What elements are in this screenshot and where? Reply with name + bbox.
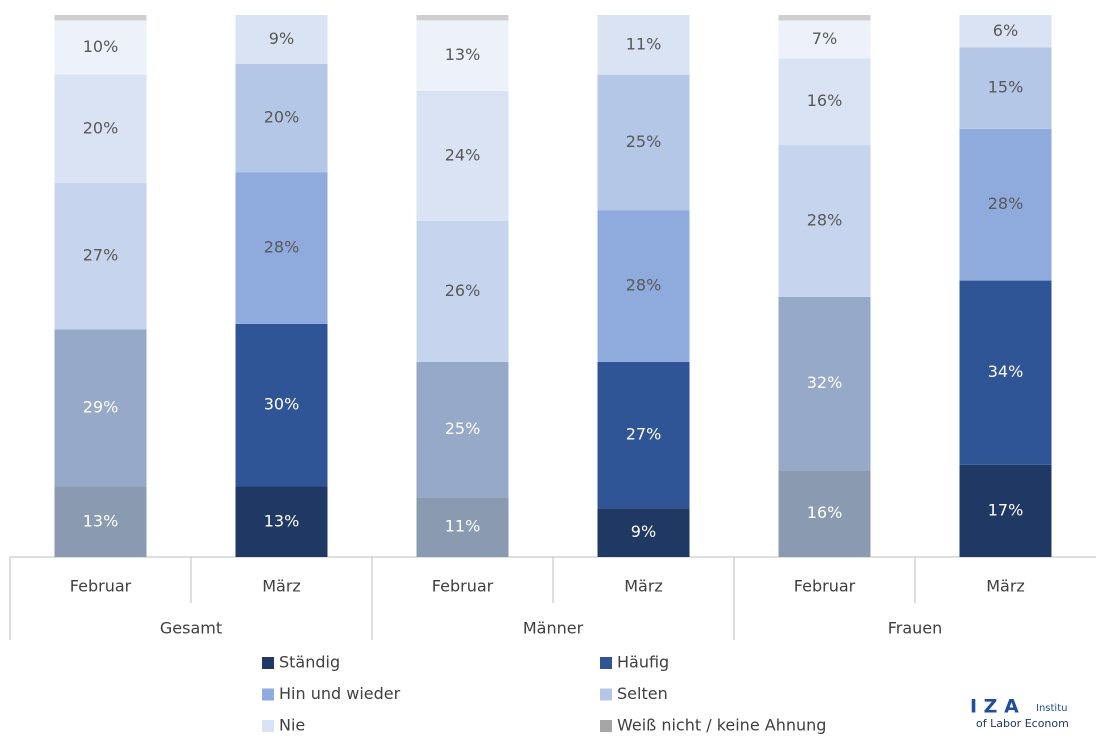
bar-segment <box>416 20 509 91</box>
value-label: 34% <box>988 362 1024 381</box>
bar-segment <box>959 128 1052 281</box>
bar-segment <box>959 47 1052 129</box>
value-label: 25% <box>626 132 662 151</box>
bar-segment <box>597 15 690 75</box>
bar-segment <box>959 464 1052 557</box>
legend-swatch <box>262 720 274 732</box>
bar-segment <box>235 486 328 557</box>
value-label: 6% <box>993 21 1018 40</box>
group-label: Frauen <box>888 619 943 638</box>
bar-segment <box>54 20 147 75</box>
x-tick-label: März <box>262 577 301 596</box>
value-label: 11% <box>445 517 481 536</box>
value-label: 13% <box>83 511 119 530</box>
x-tick-label: März <box>986 577 1025 596</box>
bar-segment <box>235 15 328 64</box>
legend-swatch <box>262 657 274 669</box>
value-label: 28% <box>626 276 662 295</box>
bar-segment <box>54 15 147 21</box>
bar-segment <box>416 361 509 498</box>
value-label: 20% <box>264 107 300 126</box>
legend-label: Nie <box>279 716 305 735</box>
bar-segment <box>54 486 147 557</box>
value-label: 13% <box>264 511 300 530</box>
value-label: 9% <box>269 29 294 48</box>
x-tick-label: Februar <box>794 577 856 596</box>
legend-swatch <box>600 657 612 669</box>
value-label: 29% <box>83 397 119 416</box>
value-label: 27% <box>83 246 119 265</box>
logo-mark: I Z A <box>970 696 1019 718</box>
bar-segment <box>597 74 690 211</box>
legend-swatch <box>262 688 274 701</box>
legend-label: Selten <box>617 684 668 703</box>
bar-segment <box>959 280 1052 465</box>
x-tick-label: Februar <box>70 577 132 596</box>
value-label: 28% <box>807 210 843 229</box>
value-label: 15% <box>988 78 1024 97</box>
value-label: 24% <box>445 145 481 164</box>
bar-segment <box>54 329 147 487</box>
value-label: 13% <box>445 45 481 64</box>
bar-segment <box>54 74 147 184</box>
bar-segment <box>597 361 690 509</box>
bar-segment <box>235 172 328 324</box>
bar-segment <box>778 470 871 557</box>
group-label: Gesamt <box>160 619 222 638</box>
value-label: 20% <box>83 118 119 137</box>
x-tick-label: Februar <box>432 577 494 596</box>
value-label: 27% <box>626 425 662 444</box>
bar-segment <box>54 183 147 330</box>
value-label: 25% <box>445 419 481 438</box>
value-label: 11% <box>626 34 662 53</box>
bar-segment <box>959 15 1052 48</box>
value-label: 30% <box>264 395 300 414</box>
bar-segment <box>416 220 509 362</box>
legend-label: Ständig <box>279 653 340 672</box>
group-label: Männer <box>523 619 584 638</box>
bar-segment <box>235 63 328 173</box>
bar-segment <box>778 15 871 21</box>
value-label: 16% <box>807 503 843 522</box>
bar-segment <box>597 210 690 362</box>
bar-segment <box>416 15 509 21</box>
value-label: 7% <box>812 29 837 48</box>
bar-segment <box>778 58 871 146</box>
value-label: 28% <box>988 194 1024 213</box>
value-label: 32% <box>807 373 843 392</box>
x-tick-label: März <box>624 577 663 596</box>
legend-label: Häufig <box>617 653 669 672</box>
bar-segment <box>416 497 509 557</box>
value-label: 17% <box>988 500 1024 519</box>
value-label: 16% <box>807 91 843 110</box>
legend-label: Hin und wieder <box>279 684 401 703</box>
value-label: 28% <box>264 238 300 257</box>
value-label: 9% <box>631 522 656 541</box>
bar-segment <box>235 323 328 487</box>
value-label: 26% <box>445 281 481 300</box>
bar-segment <box>416 90 509 221</box>
legend-swatch <box>600 688 612 701</box>
logo-line2: of Labor Econom <box>976 717 1069 730</box>
value-label: 10% <box>83 37 119 56</box>
bar-segment <box>778 145 871 297</box>
legend-label: Weiß nicht / keine Ahnung <box>617 716 826 735</box>
logo-line1: Institu <box>1036 703 1067 714</box>
bar-segment <box>778 296 871 471</box>
legend-swatch <box>600 720 612 732</box>
bar-segment <box>778 20 871 59</box>
bar-segment <box>597 508 690 557</box>
